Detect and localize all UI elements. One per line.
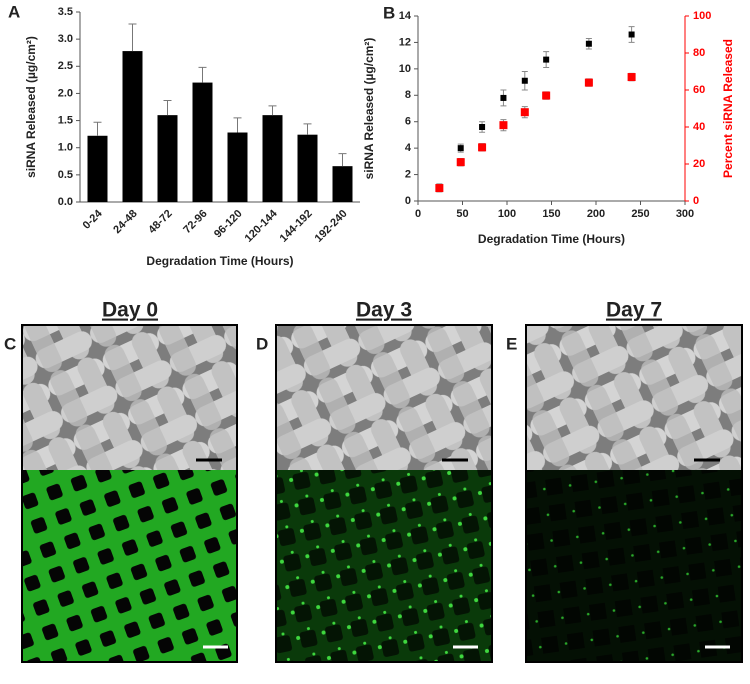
y-tick-label: 10 — [399, 63, 411, 75]
x-tick-label: 150 — [542, 208, 560, 220]
error-bar — [198, 66, 207, 83]
panel-label: D — [256, 334, 268, 353]
bar — [332, 166, 353, 202]
fluorescence-image — [22, 470, 237, 662]
bar — [122, 51, 143, 203]
panel-label: E — [506, 334, 517, 353]
x-axis-label: Degradation Time (Hours) — [478, 232, 625, 246]
y-tick-label: 4 — [405, 142, 412, 154]
bar — [297, 134, 318, 202]
point — [479, 124, 486, 130]
point — [542, 91, 551, 100]
point — [628, 31, 635, 38]
panel-title: Day 3 — [356, 299, 412, 322]
x-tick-label: 96-120 — [212, 208, 245, 241]
panel-title: Day 0 — [102, 299, 158, 322]
x-tick-label: 0-24 — [81, 207, 106, 232]
point — [627, 73, 636, 82]
y-tick-label: 1.0 — [58, 142, 73, 154]
x-tick-label: 250 — [631, 208, 649, 220]
y-tick-label: 0.5 — [58, 169, 73, 181]
error-bar — [303, 123, 312, 135]
point — [585, 40, 592, 47]
y-axis-label: siRNA Released (µg/cm²) — [24, 36, 38, 178]
y-tick-label: 1.5 — [58, 114, 73, 126]
y2-tick-label: 80 — [693, 47, 705, 59]
x-tick-label: 100 — [498, 208, 516, 220]
y2-tick-label: 100 — [693, 10, 711, 22]
bar — [227, 132, 248, 202]
error-bar — [338, 153, 347, 167]
y2-tick-label: 20 — [693, 158, 705, 170]
y-tick-label: 2 — [405, 168, 411, 180]
error-bar — [268, 105, 277, 116]
point — [457, 145, 464, 152]
point — [478, 143, 487, 152]
x-tick-label: 144-192 — [278, 208, 315, 245]
x-tick-label: 120-144 — [243, 207, 281, 245]
sem-image — [22, 325, 237, 470]
sem-image — [526, 325, 742, 470]
x-tick-label: 48-72 — [146, 208, 174, 236]
panel-d: Day 3 D — [256, 299, 493, 663]
point — [584, 78, 593, 87]
panel-c: Day 0 C — [4, 299, 238, 663]
x-tick-label: 300 — [676, 208, 694, 220]
y-tick-label: 12 — [399, 36, 411, 48]
y2-tick-label: 0 — [693, 195, 699, 207]
y2-axis-label: Percent siRNA Released — [721, 39, 735, 178]
error-bar — [163, 99, 172, 116]
point — [520, 108, 529, 117]
y-tick-label: 2.5 — [58, 60, 73, 72]
bar — [157, 115, 178, 202]
point — [543, 56, 550, 63]
point — [456, 158, 465, 167]
x-tick-label: 200 — [587, 208, 605, 220]
bar — [192, 82, 213, 202]
y-axis-label: siRNA Released (µg/cm²) — [362, 38, 376, 180]
y2-tick-label: 40 — [693, 121, 705, 133]
panel-e: Day 7 E — [506, 299, 743, 663]
y-tick-label: 0 — [405, 195, 411, 207]
image-border — [525, 324, 743, 663]
point — [521, 77, 528, 84]
bar — [87, 135, 108, 202]
panel-label: A — [8, 2, 20, 21]
x-tick-label: 50 — [456, 208, 468, 220]
y-tick-label: 14 — [399, 10, 412, 22]
x-tick-label: 24-48 — [111, 208, 139, 236]
x-tick-label: 0 — [415, 208, 421, 220]
error-bar — [93, 121, 102, 136]
error-bar — [128, 23, 137, 52]
image-border — [21, 324, 238, 663]
panel-label: C — [4, 334, 16, 353]
panel-label: B — [383, 3, 395, 22]
point — [500, 94, 507, 101]
y-tick-label: 0.0 — [58, 196, 73, 208]
point — [435, 184, 444, 193]
image-border — [275, 324, 493, 663]
fluorescence-image — [526, 470, 742, 662]
y-tick-label: 3.0 — [58, 33, 73, 45]
y-tick-label: 6 — [405, 116, 411, 128]
x-axis-label: Degradation Time (Hours) — [146, 254, 293, 268]
sem-image — [276, 325, 492, 470]
y-tick-label: 2.0 — [58, 87, 73, 99]
y-tick-label: 8 — [405, 89, 411, 101]
point — [499, 121, 508, 130]
x-tick-label: 192-240 — [313, 208, 350, 245]
x-tick-label: 72-96 — [181, 208, 209, 236]
y2-tick-label: 60 — [693, 84, 705, 96]
bar — [262, 115, 283, 202]
y-tick-label: 3.5 — [58, 6, 73, 18]
panel-title: Day 7 — [606, 299, 662, 322]
fluorescence-image — [276, 470, 492, 662]
error-bar — [233, 117, 242, 133]
